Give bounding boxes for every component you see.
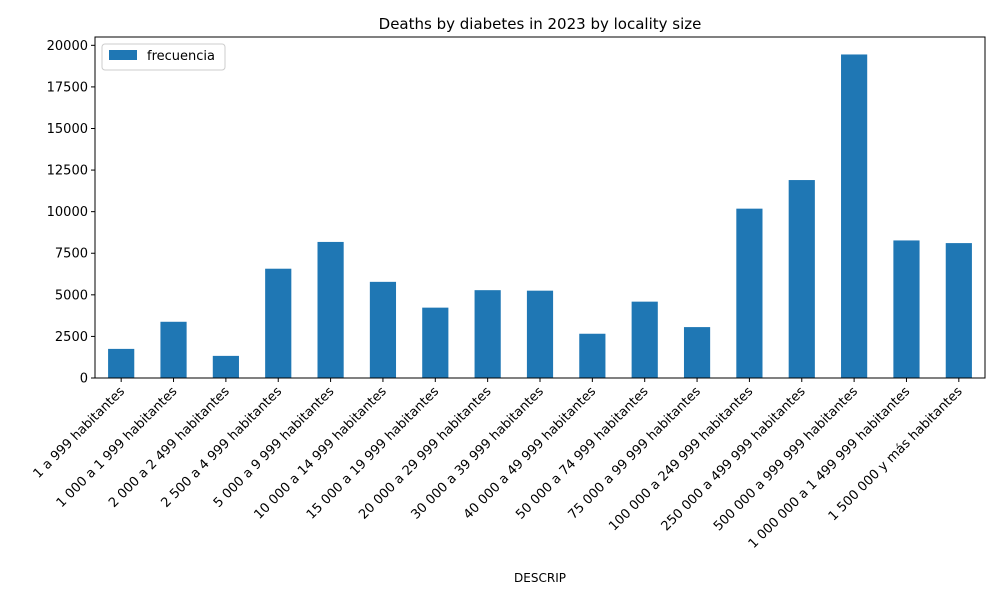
y-tick-label: 12500 [47,164,88,179]
x-tick-label: 1 a 999 habitantes [31,384,129,482]
y-tick-label: 20000 [47,39,88,54]
plot-frame [94,36,986,379]
bar [631,301,658,378]
legend-swatch [109,50,137,60]
x-axis-label: DESCRIP [514,571,566,585]
bar [945,243,972,378]
y-tick-label: 2500 [55,330,88,345]
bar [212,355,239,378]
bar [841,54,868,378]
legend-label: frecuencia [147,49,215,64]
bar [683,327,711,378]
bar [893,240,920,378]
chart-title: Deaths by diabetes in 2023 by locality s… [379,15,702,33]
bar [736,208,763,378]
y-tick-label: 17500 [47,80,88,95]
y-axis: 0 2500 5000 7500 10000 12500 15000 17500 20000 [47,39,95,387]
bar [265,268,292,378]
bar [369,281,397,378]
y-tick-label: 5000 [55,288,88,303]
y-tick-label: 10000 [47,205,88,220]
y-tick-label: 15000 [47,122,88,137]
bar [160,321,187,378]
bar [474,290,501,378]
y-tick-label: 0 [80,372,88,387]
bar [788,180,815,378]
bar [317,241,344,378]
bar [579,333,606,378]
bar [108,348,135,378]
y-tick-label: 7500 [55,247,88,262]
legend: frecuencia [101,43,226,71]
bar [526,290,554,378]
bar [422,307,449,378]
bars [108,54,972,378]
